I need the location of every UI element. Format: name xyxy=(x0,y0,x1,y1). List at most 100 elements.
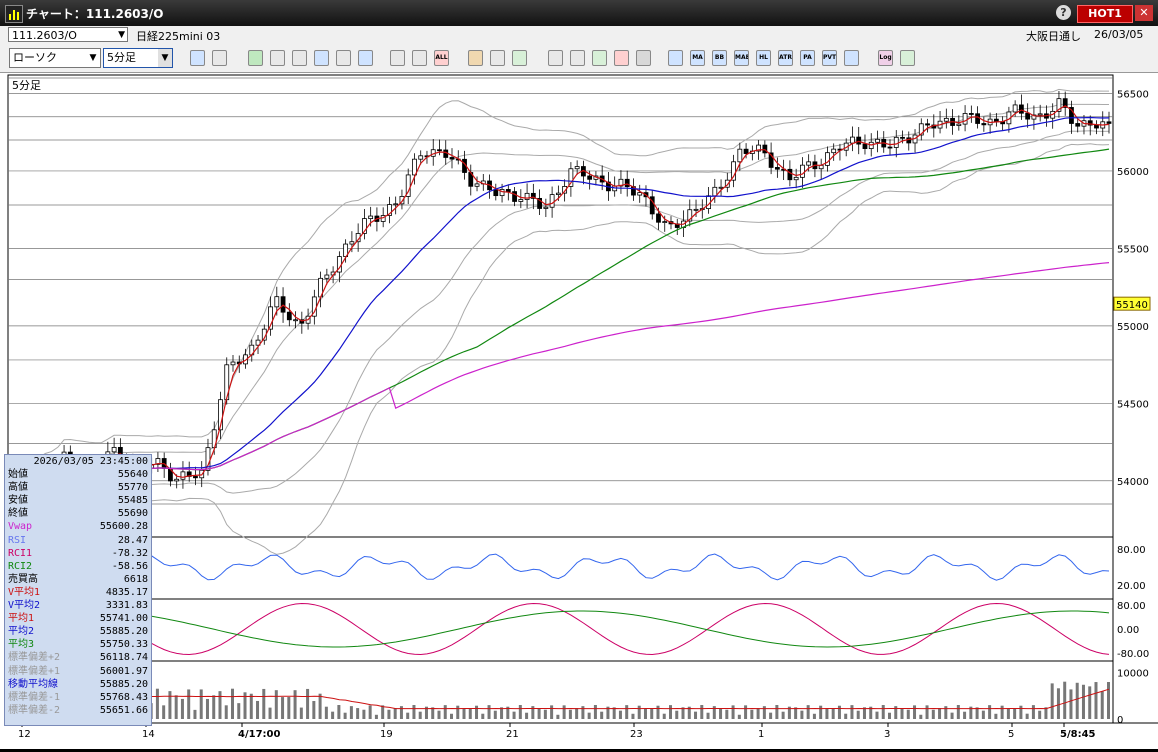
hl-icon[interactable]: HL xyxy=(756,50,771,66)
volume-bar xyxy=(919,714,923,719)
volume-bar xyxy=(950,712,954,719)
series-line-3 xyxy=(13,262,1110,481)
volume-bar xyxy=(600,711,604,719)
volume-bar xyxy=(756,708,760,719)
volume-bar xyxy=(180,698,184,719)
volume-bar xyxy=(274,690,278,719)
cursor-icon[interactable] xyxy=(292,50,307,66)
window-title: チャート：111.2603/O xyxy=(26,7,164,21)
chevron-down-icon[interactable]: ▼ xyxy=(158,49,172,67)
volume-bar xyxy=(794,707,798,719)
volume-bar xyxy=(487,705,491,719)
log-icon[interactable]: Log xyxy=(878,50,893,66)
volume-bar xyxy=(205,698,209,719)
volume-bar xyxy=(694,711,698,719)
candle-body xyxy=(1069,107,1074,124)
pa-icon[interactable]: PA xyxy=(800,50,815,66)
trend-icon[interactable] xyxy=(668,50,683,66)
hot-button[interactable]: HOT1 xyxy=(1077,5,1133,23)
volume-bar xyxy=(1088,686,1092,719)
color-icon[interactable] xyxy=(512,50,527,66)
pvt-icon[interactable]: PVT xyxy=(822,50,837,66)
volume-bar xyxy=(224,705,228,719)
help-icon[interactable]: ? xyxy=(1056,5,1071,20)
bars-icon[interactable] xyxy=(592,50,607,66)
y-tick-label: 54500 xyxy=(1117,399,1149,410)
candle-body xyxy=(768,152,774,168)
candle-icon[interactable] xyxy=(390,50,405,66)
symbol-code-input[interactable]: 111.2603/O ▼ xyxy=(8,27,128,42)
candle-body xyxy=(174,478,180,482)
legend-value: 56001.97 xyxy=(99,665,148,677)
legend-row: 高値 55770 xyxy=(5,481,151,494)
legend-label: 標準偏差-2 xyxy=(8,704,61,716)
box-icon[interactable] xyxy=(844,50,859,66)
volume-bar xyxy=(1038,710,1042,719)
volume-bar xyxy=(381,705,385,719)
chart-canvas[interactable]: 56500 56000 55500 55000 54500 54000 5分足 55140 80… xyxy=(0,73,1158,749)
candle-body xyxy=(1012,104,1018,113)
app-icon xyxy=(5,5,23,23)
legend-label: 標準偏差+1 xyxy=(8,665,61,677)
candle-body xyxy=(524,192,530,200)
chart-area[interactable]: 56500 56000 55500 55000 54500 54000 5分足 55140 80… xyxy=(0,73,1158,749)
exit-icon[interactable] xyxy=(900,50,915,66)
volume-bar xyxy=(1025,713,1029,719)
chart-type-select[interactable]: ローソク ▼ xyxy=(9,48,101,68)
alert-icon[interactable] xyxy=(636,50,651,66)
memo-icon[interactable] xyxy=(336,50,351,66)
legend-row: 終値 55690 xyxy=(5,507,151,520)
ma-icon[interactable]: MA xyxy=(690,50,705,66)
candle-body xyxy=(393,203,399,206)
candle-body xyxy=(1031,114,1037,120)
all-icon[interactable]: ALL xyxy=(434,50,449,66)
dl-icon[interactable] xyxy=(548,50,563,66)
volume-bar xyxy=(468,708,472,719)
legend-label: V平均1 xyxy=(8,586,41,598)
candle-body xyxy=(737,148,743,163)
candle2-icon[interactable] xyxy=(412,50,427,66)
legend-value: 56118.74 xyxy=(99,652,148,664)
candle-body xyxy=(656,213,661,223)
volume-bar xyxy=(762,706,766,719)
candle-body xyxy=(975,113,980,124)
search-icon[interactable] xyxy=(570,50,585,66)
candle-body xyxy=(762,144,768,154)
volume-bar xyxy=(731,705,735,719)
split-icon[interactable] xyxy=(212,50,227,66)
chevron-down-icon[interactable]: ▼ xyxy=(89,53,97,63)
gear-icon[interactable] xyxy=(468,50,483,66)
chevron-down-icon[interactable]: ▼ xyxy=(118,30,125,40)
legend-row: 安値 55485 xyxy=(5,494,151,507)
volume-bar xyxy=(781,711,785,719)
bb-icon[interactable]: BB xyxy=(712,50,727,66)
mae-icon[interactable]: MAE xyxy=(734,50,749,66)
line-icon[interactable] xyxy=(270,50,285,66)
candle-body xyxy=(111,446,117,453)
legend-value: 55485 xyxy=(117,495,148,507)
legend-row: V平均1 4835.17 xyxy=(5,586,151,599)
interval-select[interactable]: 5分足 ▼ xyxy=(103,48,173,68)
volume-bar xyxy=(631,713,635,719)
volume-bar xyxy=(1000,705,1004,719)
pen-icon[interactable] xyxy=(248,50,263,66)
arrow-icon[interactable] xyxy=(314,50,329,66)
close-icon[interactable]: ✕ xyxy=(1135,5,1153,21)
candle-body xyxy=(800,164,805,178)
volume-bar xyxy=(1044,707,1048,719)
volume-bar xyxy=(819,705,823,719)
candle-body xyxy=(731,161,736,181)
candle-body xyxy=(1075,123,1081,127)
volume-bar xyxy=(925,705,929,719)
volume-bar xyxy=(656,705,660,719)
trash-icon[interactable] xyxy=(358,50,373,66)
atr-icon[interactable]: ATR xyxy=(778,50,793,66)
zoom-icon[interactable] xyxy=(190,50,205,66)
legend-label: 標準偏差+2 xyxy=(8,652,61,664)
volume-bar xyxy=(418,711,422,719)
wrench-icon[interactable] xyxy=(490,50,505,66)
mark-icon[interactable] xyxy=(614,50,629,66)
legend-value: 3331.83 xyxy=(105,600,148,612)
volume-bar xyxy=(506,706,510,719)
volume-bar xyxy=(1019,705,1023,719)
